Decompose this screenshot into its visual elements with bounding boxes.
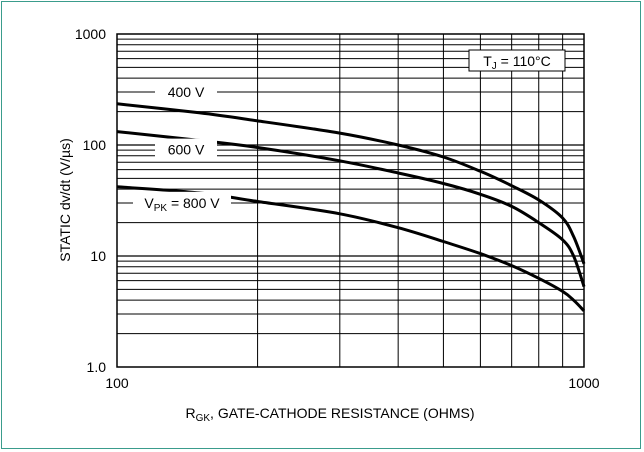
curve-label-sub: PK bbox=[154, 203, 168, 214]
plot-area-border bbox=[116, 33, 585, 368]
condition-box bbox=[468, 49, 566, 72]
grid bbox=[117, 34, 584, 367]
condition-sub: J bbox=[492, 61, 497, 72]
y-tick-label: 1.0 bbox=[87, 359, 107, 375]
curve-label: VPK = 800 V bbox=[144, 195, 220, 214]
x-axis-label-sub: GK bbox=[196, 413, 211, 424]
curve-label: 600 V bbox=[168, 142, 205, 158]
y-tick-label: 1000 bbox=[75, 26, 106, 42]
curve-label-rest: = 800 V bbox=[167, 195, 220, 211]
y-tick-label: 100 bbox=[83, 137, 107, 153]
curve-label-box bbox=[133, 191, 231, 214]
y-tick-label: 10 bbox=[90, 248, 106, 264]
curve-labels: 400 V 600 V VPK = 800 V bbox=[133, 80, 231, 214]
x-tick-label: 1000 bbox=[568, 375, 599, 391]
curve-label-box bbox=[155, 138, 217, 161]
y-axis-label: STATIC dv/dt (V/µs) bbox=[57, 138, 73, 261]
curve-label-main: V bbox=[144, 195, 154, 211]
curve-label-main: 400 V bbox=[168, 84, 205, 100]
series-line-800-v bbox=[116, 185, 586, 312]
series-line-600-v bbox=[116, 130, 586, 288]
x-axis-label: RGK, GATE-CATHODE RESISTANCE (OHMS) bbox=[185, 405, 474, 424]
series-line-400-v bbox=[116, 102, 586, 265]
curve-label-main: 600 V bbox=[168, 142, 205, 158]
curve-label-box bbox=[155, 80, 217, 103]
x-tick-label: 100 bbox=[105, 375, 129, 391]
curve-label: 400 V bbox=[168, 84, 205, 100]
condition-label: TJ = 110°C bbox=[483, 53, 551, 72]
x-axis-label-rest: , GATE-CATHODE RESISTANCE (OHMS) bbox=[210, 405, 474, 421]
condition-rest: = 110°C bbox=[497, 53, 551, 69]
series-lines bbox=[116, 102, 586, 312]
x-axis-label-main: R bbox=[185, 405, 195, 421]
condition-main: T bbox=[483, 53, 492, 69]
